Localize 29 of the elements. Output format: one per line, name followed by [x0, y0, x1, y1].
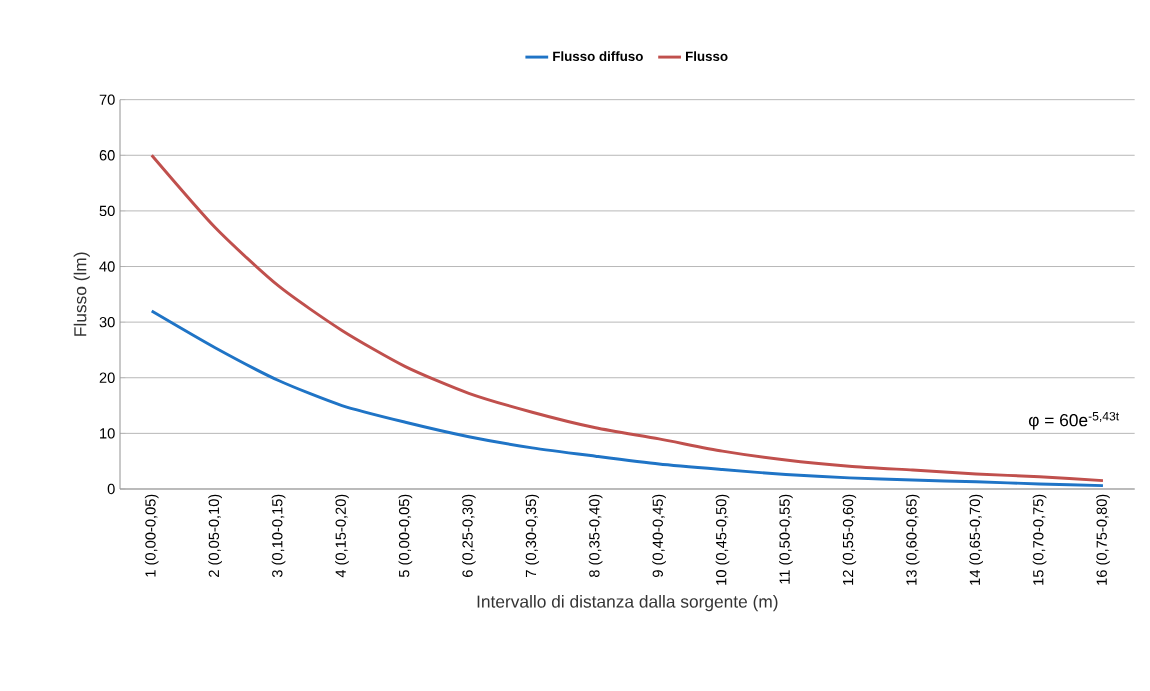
x-tick-label: 14 (0,65-0,70) — [969, 494, 983, 585]
x-tick-label: 3 (0,10-0,15) — [271, 494, 286, 578]
x-tick-label: 8 (0,35-0,40) — [588, 494, 603, 578]
y-tick-label: 40 — [99, 261, 115, 272]
x-tick-label: 7 (0,30-0,35) — [525, 494, 540, 577]
x-tick-label: 16 (0,75-0,80) — [1096, 494, 1110, 585]
x-tick-label: 15 (0,70-0,75) — [1032, 494, 1047, 585]
y-tick-label: 10 — [100, 428, 115, 439]
x-tick-label: 9 (0,40-0,45) — [652, 494, 666, 577]
x-tick-label: 11 (0,50-0,55) — [779, 494, 793, 584]
y-tick-label: 60 — [99, 150, 115, 161]
x-tick-label: 4 (0,15-0,20) — [335, 494, 349, 578]
y-tick-label: 50 — [99, 205, 115, 217]
legend-label: Flusso — [686, 51, 728, 62]
x-tick-label: 1 (0,00-0,05) — [144, 494, 159, 577]
legend-label: Flusso diffuso — [553, 51, 643, 62]
x-axis-title: Intervallo di distanza dalla sorgente (m) — [477, 594, 778, 612]
x-tick-label: 2 (0,05-0,10) — [208, 494, 222, 577]
y-tick-label: 20 — [99, 372, 115, 383]
x-tick-label: 6 (0,25-0,30) — [461, 494, 476, 577]
x-tick-label: 5 (0,00-0,05) — [398, 494, 413, 578]
y-tick-label: 30 — [99, 316, 115, 328]
annotation: φ = 60e$^{-5,43t}$ — [1028, 411, 1120, 430]
x-tick-label: 10 (0,45-0,50) — [715, 494, 730, 585]
y-tick-label: 70 — [99, 94, 115, 105]
x-tick-label: 13 (0,60-0,65) — [905, 494, 920, 585]
x-tick-label: 12 (0,55-0,60) — [842, 494, 857, 585]
y-tick-label: 0 — [107, 483, 115, 495]
y-axis-title: Flusso (lm) — [73, 252, 90, 336]
